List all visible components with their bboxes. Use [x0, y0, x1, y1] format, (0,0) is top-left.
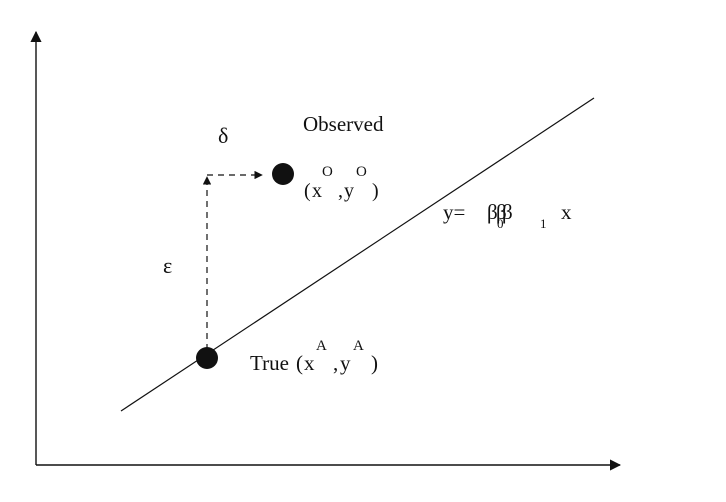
observed-y: y — [344, 180, 354, 202]
observed-label: Observed — [303, 112, 384, 136]
regression-line — [121, 98, 594, 411]
true-paren-close: ) — [371, 351, 378, 375]
observed-x: x — [312, 180, 322, 202]
equation-beta1: β — [502, 200, 513, 224]
true-y-sup: A — [353, 338, 364, 354]
observed-y-sup: O — [356, 164, 367, 180]
true-x-sup: A — [316, 338, 327, 354]
true-point — [196, 347, 218, 369]
true-y: y — [340, 351, 351, 375]
true-comma: , — [333, 351, 338, 375]
epsilon-label: ε — [163, 253, 172, 278]
equation-y: y= — [443, 200, 465, 224]
observed-comma: , — [338, 180, 343, 202]
true-prefix: True — [250, 351, 289, 375]
equation-sub0: 0 — [497, 216, 504, 231]
observed-point — [272, 163, 294, 185]
observed-x-sup: O — [322, 164, 333, 180]
observed-paren-close: ) — [372, 180, 379, 202]
delta-label: δ — [218, 123, 228, 148]
true-coords: True ( x A , y A ) — [250, 338, 378, 375]
equation-sub1: 1 — [540, 216, 547, 231]
regression-equation: y= β β β 0 1 x — [443, 200, 572, 231]
observed-coords: ( x O , y O ) — [304, 164, 379, 202]
true-x: x — [304, 351, 315, 375]
equation-x: x — [561, 200, 572, 224]
true-paren-open: ( — [296, 351, 303, 375]
observed-paren-open: ( — [304, 180, 311, 202]
